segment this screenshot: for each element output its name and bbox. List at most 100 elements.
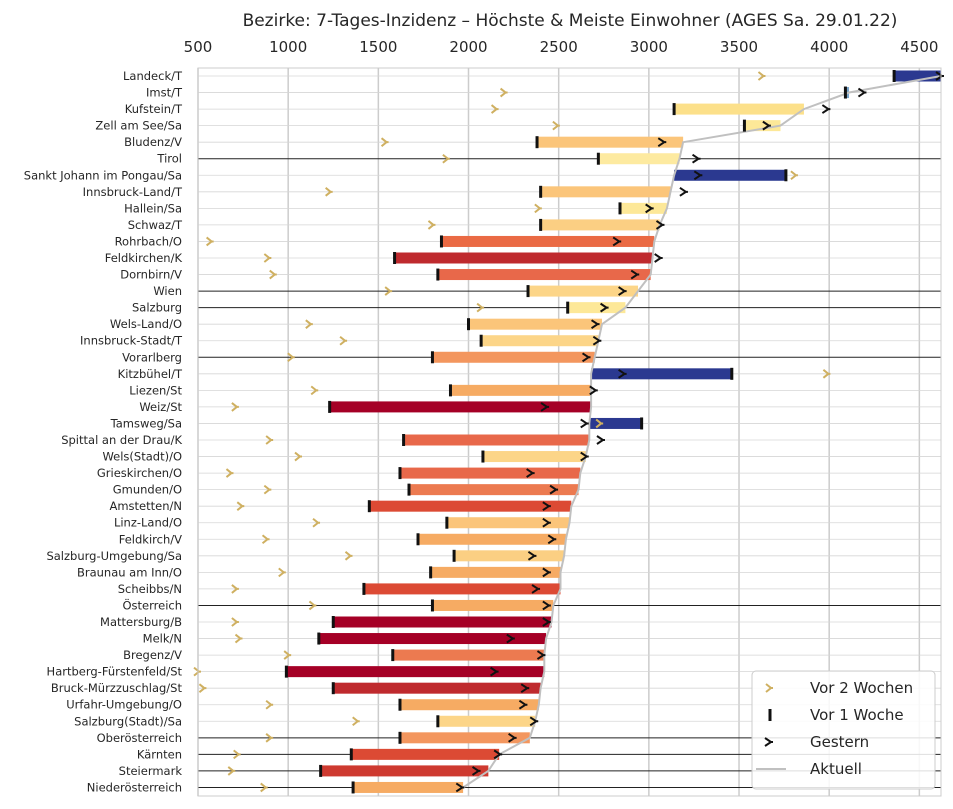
marker-two-weeks xyxy=(595,418,604,429)
bar xyxy=(432,351,595,363)
marker-yesterday xyxy=(471,766,481,776)
bar xyxy=(537,136,684,148)
marker-two-weeks xyxy=(260,782,268,793)
x-tick-label: 4000 xyxy=(810,38,848,56)
y-axis-labels: Landeck/T Imst/T Kufstein/T Zell am See/Sa B… xyxy=(24,69,183,794)
marker-yesterday xyxy=(935,71,944,81)
markers xyxy=(193,70,944,794)
y-tick-label: Scheibbs/N xyxy=(118,582,182,596)
bar xyxy=(329,401,592,413)
marker-two-weeks xyxy=(265,699,274,710)
y-tick-label: Braunau am Inn/O xyxy=(77,565,182,579)
marker-two-weeks xyxy=(312,517,321,528)
marker-yesterday xyxy=(536,650,546,660)
marker-two-weeks xyxy=(384,286,393,296)
bar xyxy=(363,583,561,595)
y-tick-label: Bregenz/V xyxy=(123,648,182,662)
y-tick-label: Österreich xyxy=(122,596,182,612)
marker-yesterday xyxy=(630,269,640,280)
marker-two-weeks xyxy=(287,352,295,363)
bar xyxy=(482,451,586,463)
y-tick-label: Imst/T xyxy=(146,86,183,100)
bar xyxy=(454,550,565,562)
bar xyxy=(437,715,536,727)
legend-label: Aktuell xyxy=(810,760,862,778)
bar xyxy=(528,285,639,297)
bar xyxy=(399,699,539,711)
bar xyxy=(441,235,655,247)
y-tick-label: Kufstein/T xyxy=(125,102,183,116)
bar xyxy=(353,781,464,793)
y-tick-label: Niederösterreich xyxy=(87,780,182,794)
y-tick-label: Amstetten/N xyxy=(109,499,182,513)
bar xyxy=(437,269,651,281)
x-tick-label: 500 xyxy=(184,38,213,56)
y-tick-label: Kärnten xyxy=(137,747,182,761)
marker-two-weeks xyxy=(305,319,313,329)
marker-yesterday xyxy=(529,716,539,727)
marker-yesterday xyxy=(540,402,550,412)
marker-two-weeks xyxy=(427,220,436,230)
marker-two-weeks xyxy=(278,567,286,578)
marker-yesterday xyxy=(590,319,600,330)
marker-yesterday xyxy=(693,170,703,181)
marker-yesterday xyxy=(600,302,609,313)
marker-two-weeks xyxy=(310,385,319,396)
x-axis-ticks: 500 1000 1500 2000 2500 3000 3500 4000 4500 xyxy=(184,38,939,56)
marker-two-weeks xyxy=(534,203,542,214)
marker-two-weeks xyxy=(499,87,508,98)
marker-yesterday xyxy=(857,87,867,98)
bar xyxy=(450,384,592,396)
marker-yesterday xyxy=(455,782,465,793)
marker-yesterday xyxy=(655,220,665,230)
bar xyxy=(567,302,626,314)
chart-title: Bezirke: 7-Tages-Inzidenz – Höchste & Me… xyxy=(243,11,898,31)
marker-yesterday xyxy=(654,253,663,263)
bars xyxy=(286,70,941,793)
y-tick-label: Bludenz/V xyxy=(124,135,182,149)
marker-two-weeks xyxy=(225,468,234,478)
bar xyxy=(399,467,581,479)
marker-two-weeks xyxy=(283,650,292,660)
y-tick-label: Wels-Land/O xyxy=(110,317,182,331)
bar xyxy=(430,566,561,578)
marker-yesterday xyxy=(645,203,654,214)
marker-two-weeks xyxy=(236,501,245,511)
y-tick-label: Mattersburg/B xyxy=(100,615,182,629)
y-tick-label: Tirol xyxy=(156,152,182,166)
bar xyxy=(540,219,660,231)
marker-two-weeks xyxy=(261,534,270,545)
marker-yesterday xyxy=(508,732,517,743)
marker-yesterday xyxy=(531,584,541,594)
marker-two-weeks xyxy=(757,71,766,81)
y-tick-label: Melk/N xyxy=(143,632,182,646)
bar xyxy=(619,202,667,214)
marker-two-weeks xyxy=(205,236,214,247)
marker-yesterday xyxy=(493,749,503,760)
bar xyxy=(591,368,732,380)
marker-yesterday xyxy=(618,286,627,296)
bar xyxy=(333,682,541,694)
marker-yesterday xyxy=(580,451,589,462)
marker-yesterday xyxy=(612,236,622,247)
bar xyxy=(446,517,570,529)
marker-two-weeks xyxy=(339,335,348,346)
marker-yesterday xyxy=(520,683,530,694)
bar xyxy=(399,732,530,744)
y-tick-label: Rohrbach/O xyxy=(115,234,182,248)
bar xyxy=(318,633,547,645)
marker-two-weeks xyxy=(308,600,317,611)
y-tick-label: Salzburg-Umgebung/Sa xyxy=(46,549,182,563)
marker-yesterday xyxy=(581,352,591,363)
marker-two-weeks xyxy=(822,369,831,379)
bar xyxy=(589,417,642,429)
y-tick-label: Landeck/T xyxy=(123,69,183,83)
y-tick-label: Spittal an der Drau/K xyxy=(61,433,182,447)
marker-two-weeks xyxy=(294,451,302,462)
marker-yesterday xyxy=(589,385,598,396)
marker-yesterday xyxy=(542,501,551,512)
marker-two-weeks xyxy=(269,269,277,280)
marker-two-weeks xyxy=(234,633,243,644)
y-tick-label: Oberösterreich xyxy=(97,731,182,745)
y-tick-label: Feldkirch/V xyxy=(119,532,182,546)
